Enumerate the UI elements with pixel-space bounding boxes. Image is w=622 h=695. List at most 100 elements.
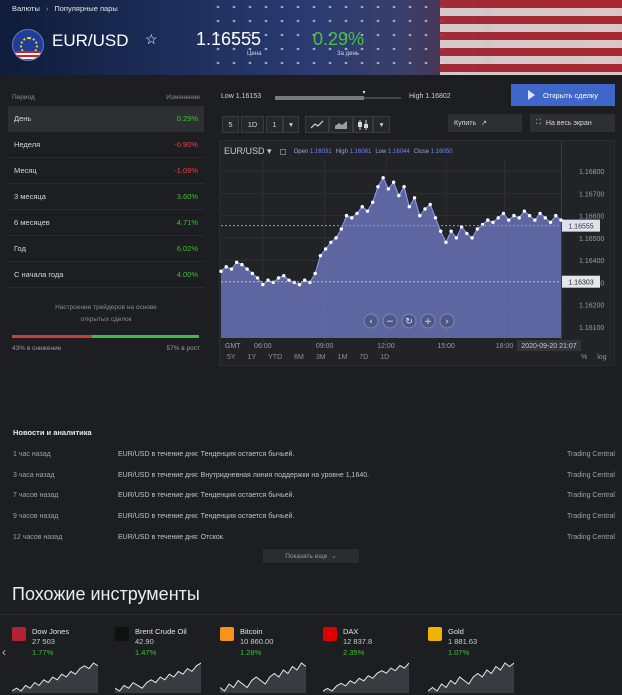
performance-change: -1.09% <box>174 166 198 175</box>
price-point <box>402 185 406 189</box>
performance-row[interactable]: С начала года 4.00% <box>8 262 204 288</box>
price-point <box>470 236 474 240</box>
interval-number-button[interactable]: 5 <box>222 116 239 133</box>
news-item[interactable]: 3 часа назад EUR/USD в течение дня: Внутр… <box>13 465 615 486</box>
price-label: Цена <box>247 51 262 57</box>
performance-row[interactable]: Месяц -1.09% <box>8 158 204 184</box>
sparkline-line <box>428 662 514 692</box>
instrument-header: Валюты › Популярные пары EUR/USD ☆ 1.165… <box>0 0 622 75</box>
period-button[interactable]: 1M <box>337 354 348 361</box>
x-tick-label: 18:00 <box>496 343 514 350</box>
log-scale-button[interactable]: log <box>597 354 607 361</box>
instrument-card-name: Brent Crude Oil <box>135 627 187 636</box>
sparkline-area <box>12 663 98 693</box>
buy-button[interactable]: Купить ↗ <box>448 114 522 132</box>
period-button[interactable]: YTD <box>268 354 283 361</box>
instrument-card-change: 1.28% <box>240 648 262 657</box>
bar-count-button[interactable]: 1 <box>266 116 283 133</box>
date-tag-label: 2020-09-20 21:07 <box>521 343 576 350</box>
similar-instrument-card[interactable]: Gold 1 881.63 1.07% <box>428 627 518 695</box>
current-price: 1.16555 <box>196 29 262 49</box>
performance-change: 0.29% <box>176 114 198 123</box>
sparkline-area <box>115 663 201 693</box>
show-more-label: Показать еще <box>285 552 328 560</box>
day-range-marker-icon: ▾ <box>362 90 366 96</box>
instrument-card-value: 1 881.63 <box>448 637 478 646</box>
breadcrumb-item-popular-pairs[interactable]: Популярные пары <box>54 4 118 13</box>
similar-instrument-card[interactable]: Brent Crude Oil 42.90 1.47% <box>115 627 205 695</box>
play-icon <box>527 90 535 100</box>
similar-instrument-card[interactable]: DAX 12 837.8 2.35% <box>323 627 413 695</box>
interval-unit-button[interactable]: 1D <box>241 116 264 133</box>
similar-instrument-card[interactable]: Dow Jones 27 503 1.77% <box>12 627 102 695</box>
performance-row[interactable]: Год 6.02% <box>8 236 204 262</box>
instrument-card-name: Gold <box>448 627 464 636</box>
instrument-name: EUR/USD <box>52 31 129 50</box>
similar-instrument-card[interactable]: Bitcoin 10 860.00 1.28% <box>220 627 310 695</box>
current-price-tag-label: 1.16555 <box>568 224 593 231</box>
zoom-out-icon-glyph: − <box>386 317 394 327</box>
price-point <box>287 278 291 282</box>
bar-count-dropdown-icon[interactable]: ▾ <box>283 116 299 133</box>
chart-type-dropdown-icon[interactable]: ▾ <box>373 116 390 133</box>
sparkline-area <box>428 663 514 693</box>
period-button[interactable]: 3M <box>315 354 326 361</box>
line-chart-icon[interactable] <box>305 116 329 133</box>
price-point <box>454 236 459 240</box>
news-item[interactable]: 7 часов назад EUR/USD в течение дня: Тенд… <box>13 486 615 507</box>
price-point <box>250 271 255 276</box>
price-point <box>491 220 495 224</box>
price-point <box>234 260 239 265</box>
show-more-button[interactable]: Показать еще ⌄ <box>263 549 359 563</box>
performance-row[interactable]: 6 месяцев 4.71% <box>8 210 204 236</box>
news-list: 1 час назад EUR/USD в течение дня: Тенден… <box>13 444 615 548</box>
period-button[interactable]: 6M <box>294 354 304 361</box>
chart-symbol-selector[interactable]: EUR/USD ▾ <box>224 146 272 156</box>
carousel-prev-icon[interactable]: ‹ <box>2 645 6 659</box>
fullscreen-button[interactable]: ⛶ На весь экран <box>530 114 615 132</box>
period-button[interactable]: 1D <box>380 354 390 361</box>
price-point <box>554 213 558 218</box>
low-price-tag <box>562 275 600 288</box>
percent-scale-button[interactable]: % <box>581 354 588 361</box>
zoom-out-icon <box>382 313 398 329</box>
pan-right-icon-glyph: › <box>445 317 449 327</box>
performance-period: 3 месяца <box>14 192 46 201</box>
performance-row[interactable]: Неделя -0.90% <box>8 132 204 158</box>
open-trade-button[interactable]: Открыть сделку <box>511 84 615 106</box>
reset-icon-glyph: ↻ <box>405 317 413 327</box>
news-headline: EUR/USD в течение дня: Отскок. <box>118 534 225 542</box>
date-tag <box>517 340 581 351</box>
performance-row[interactable]: День 0.29% <box>8 106 204 132</box>
zoom-in-icon-glyph: + <box>424 317 432 327</box>
period-button[interactable]: 5Y <box>227 354 236 361</box>
daily-change: 0.29% <box>313 29 365 49</box>
favorite-star-icon[interactable]: ☆ <box>145 31 158 47</box>
instrument-card-name: Bitcoin <box>240 627 263 636</box>
price-point <box>496 216 500 220</box>
price-chart[interactable]: 1.161001.162001.163001.164001.165001.166… <box>218 139 616 367</box>
price-point <box>355 211 359 216</box>
breadcrumb-item-currencies[interactable]: Валюты <box>12 4 40 13</box>
price-point <box>433 216 438 220</box>
performance-period: Год <box>14 244 26 253</box>
area-chart-icon[interactable] <box>329 116 353 133</box>
period-button[interactable]: 7D <box>359 354 369 361</box>
instrument-card-name: Dow Jones <box>32 627 70 636</box>
news-source: Trading Central <box>567 534 615 542</box>
news-item[interactable]: 1 час назад EUR/USD в течение дня: Тенден… <box>13 444 615 465</box>
performance-row[interactable]: 3 месяца 3.60% <box>8 184 204 210</box>
price-point <box>486 218 490 222</box>
ohlc-high: High 1.16081 <box>335 148 372 155</box>
price-point <box>538 211 542 216</box>
compare-checkbox[interactable] <box>279 148 286 155</box>
candles-icon[interactable] <box>353 116 373 133</box>
performance-period: Месяц <box>14 166 37 175</box>
news-item[interactable]: 12 часов назад EUR/USD в течение дня: Отс… <box>13 527 615 548</box>
sparkline-line <box>220 662 306 692</box>
news-item[interactable]: 9 часов назад EUR/USD в течение дня: Тенд… <box>13 506 615 527</box>
period-button[interactable]: 1Y <box>247 354 257 361</box>
price-point <box>282 274 286 278</box>
news-time: 7 часов назад <box>13 492 59 500</box>
sparkline <box>428 662 514 693</box>
